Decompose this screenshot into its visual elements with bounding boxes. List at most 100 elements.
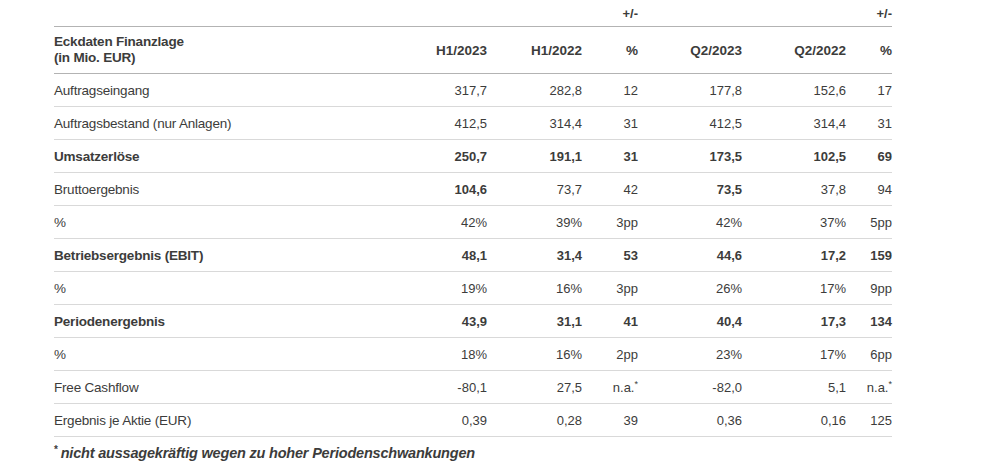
row-value: 125 — [846, 413, 892, 428]
table-row: Betriebsergebnis (EBIT)48,131,45344,617,… — [54, 239, 892, 272]
row-label: Ergebnis je Aktie (EUR) — [54, 413, 392, 428]
row-value: 16% — [487, 281, 582, 296]
report-page: +/- +/- Eckdaten Finanzlage (in Mio. EUR… — [0, 0, 1000, 470]
row-value: -82,0 — [638, 380, 742, 395]
column-header-percent-h1: % — [582, 43, 638, 58]
row-value: 53 — [582, 248, 638, 263]
row-value: 12 — [582, 83, 638, 98]
table-row: Periodenergebnis43,931,14140,417,3134 — [54, 305, 892, 338]
row-label: % — [54, 281, 392, 296]
row-value: 37,8 — [742, 182, 846, 197]
row-value: 17 — [846, 83, 892, 98]
table-row: Umsatzerlöse250,7191,131173,5102,569 — [54, 140, 892, 173]
row-label: Auftragsbestand (nur Anlagen) — [54, 116, 392, 131]
row-value: 31,4 — [487, 248, 582, 263]
plus-minus-row: +/- +/- — [54, 0, 892, 27]
plus-minus-label-q2: +/- — [846, 6, 892, 26]
row-value: 159 — [846, 248, 892, 263]
row-value: n.a.* — [846, 380, 892, 395]
row-value: 40,4 — [638, 314, 742, 329]
row-label: % — [54, 347, 392, 362]
plus-minus-label-h1: +/- — [582, 6, 638, 26]
row-value: 2pp — [582, 347, 638, 362]
table-title-line2: (in Mio. EUR) — [54, 50, 135, 65]
row-value: 42 — [582, 182, 638, 197]
row-value: 16% — [487, 347, 582, 362]
row-value: 6pp — [846, 347, 892, 362]
table-title: Eckdaten Finanzlage (in Mio. EUR) — [54, 34, 392, 66]
table-row: Auftragsbestand (nur Anlagen)412,5314,43… — [54, 107, 892, 140]
table-row: %19%16%3pp26%17%9pp — [54, 272, 892, 305]
financial-key-figures-table: +/- +/- Eckdaten Finanzlage (in Mio. EUR… — [54, 0, 892, 437]
row-value: 282,8 — [487, 83, 582, 98]
row-value: 39% — [487, 215, 582, 230]
column-header-q2-2022: Q2/2022 — [742, 43, 846, 58]
row-value: 43,9 — [392, 314, 487, 329]
row-value: 73,7 — [487, 182, 582, 197]
row-value: 31 — [582, 149, 638, 164]
row-value: -80,1 — [392, 380, 487, 395]
table-body: Auftragseingang317,7282,812177,8152,617A… — [54, 74, 892, 437]
row-value: 9pp — [846, 281, 892, 296]
row-value: 42% — [392, 215, 487, 230]
row-value: 191,1 — [487, 149, 582, 164]
row-value: 31 — [846, 116, 892, 131]
row-value: 48,1 — [392, 248, 487, 263]
spacer-cell — [487, 21, 582, 26]
row-value: 412,5 — [392, 116, 487, 131]
row-value: 3pp — [582, 215, 638, 230]
table-title-line1: Eckdaten Finanzlage — [54, 34, 184, 49]
row-value: 39 — [582, 413, 638, 428]
row-value: 173,5 — [638, 149, 742, 164]
row-value: 0,36 — [638, 413, 742, 428]
row-value: 94 — [846, 182, 892, 197]
row-value: 18% — [392, 347, 487, 362]
spacer-cell — [742, 21, 846, 26]
spacer-cell — [392, 21, 487, 26]
row-value: 17,2 — [742, 248, 846, 263]
row-value: 3pp — [582, 281, 638, 296]
row-value: 44,6 — [638, 248, 742, 263]
row-value: 5pp — [846, 215, 892, 230]
spacer-cell — [638, 21, 742, 26]
row-value: 73,5 — [638, 182, 742, 197]
row-value: 27,5 — [487, 380, 582, 395]
row-value: 26% — [638, 281, 742, 296]
table-header-row: Eckdaten Finanzlage (in Mio. EUR) H1/202… — [54, 27, 892, 74]
table-row: Auftragseingang317,7282,812177,8152,617 — [54, 74, 892, 107]
row-label: Auftragseingang — [54, 83, 392, 98]
row-value: 152,6 — [742, 83, 846, 98]
row-label: % — [54, 215, 392, 230]
row-value: 0,39 — [392, 413, 487, 428]
table-row: %18%16%2pp23%17%6pp — [54, 338, 892, 371]
column-header-h1-2023: H1/2023 — [392, 43, 487, 58]
row-value: 102,5 — [742, 149, 846, 164]
table-row: %42%39%3pp42%37%5pp — [54, 206, 892, 239]
row-value: 317,7 — [392, 83, 487, 98]
row-value: 31 — [582, 116, 638, 131]
row-value: 134 — [846, 314, 892, 329]
column-header-q2-2023: Q2/2023 — [638, 43, 742, 58]
row-value: 250,7 — [392, 149, 487, 164]
row-value: 0,16 — [742, 413, 846, 428]
row-value: 104,6 — [392, 182, 487, 197]
row-label: Umsatzerlöse — [54, 149, 392, 164]
row-value: 17,3 — [742, 314, 846, 329]
row-value: 412,5 — [638, 116, 742, 131]
table-row: Free Cashflow-80,127,5n.a.*-82,05,1n.a.* — [54, 371, 892, 404]
column-header-h1-2022: H1/2022 — [487, 43, 582, 58]
row-value: 314,4 — [742, 116, 846, 131]
row-value: 41 — [582, 314, 638, 329]
row-value: 42% — [638, 215, 742, 230]
row-value: 5,1 — [742, 380, 846, 395]
row-label: Bruttoergebnis — [54, 182, 392, 197]
footnote: *nicht aussagekräftig wegen zu hoher Per… — [54, 444, 892, 461]
row-label: Free Cashflow — [54, 380, 392, 395]
footnote-text: nicht aussagekräftig wegen zu hoher Peri… — [61, 445, 475, 461]
table-row: Bruttoergebnis104,673,74273,537,894 — [54, 173, 892, 206]
row-value: 69 — [846, 149, 892, 164]
row-value: 17% — [742, 347, 846, 362]
row-value: 0,28 — [487, 413, 582, 428]
row-value: 19% — [392, 281, 487, 296]
row-value: 177,8 — [638, 83, 742, 98]
